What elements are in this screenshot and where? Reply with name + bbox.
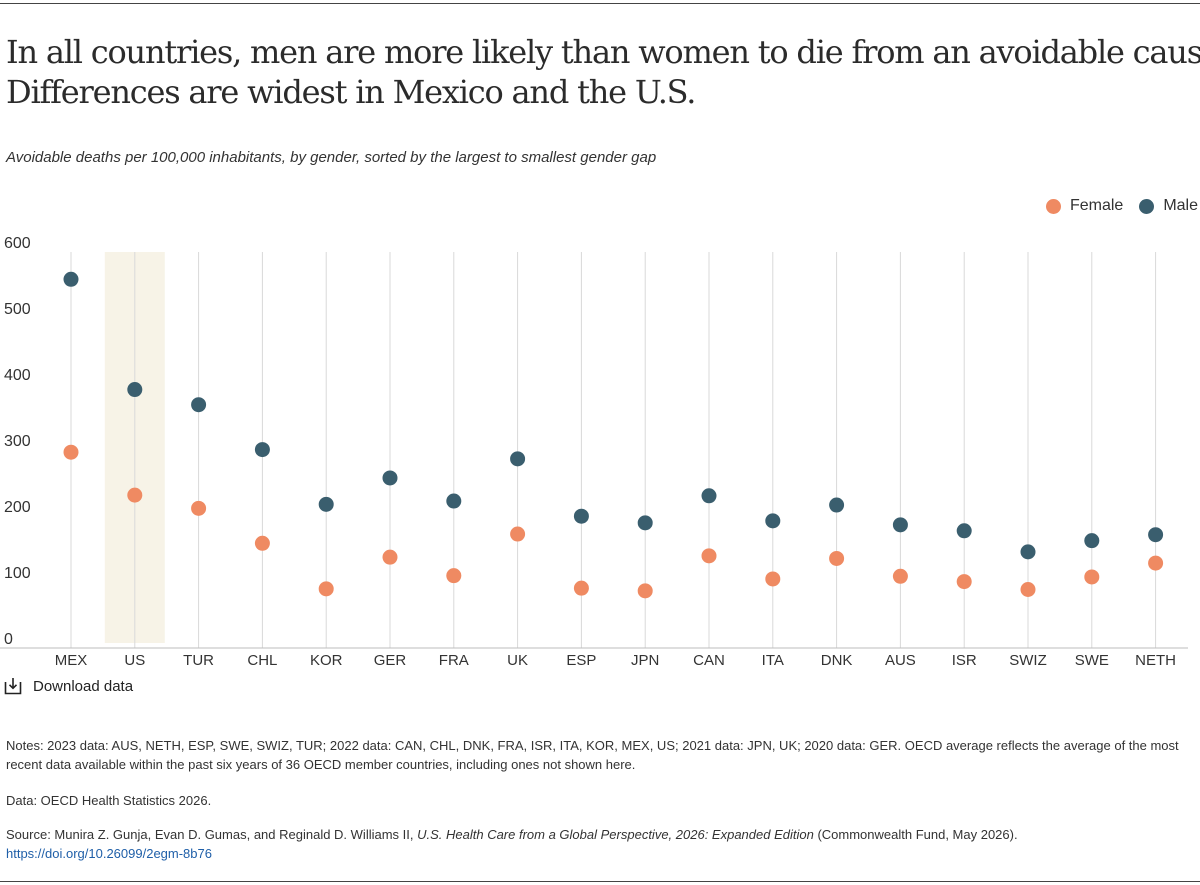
- female-point-fra: [446, 568, 462, 584]
- legend: Female Male: [1030, 197, 1198, 215]
- y-tick-label: 100: [4, 565, 31, 582]
- x-tick-label: AUS: [885, 652, 916, 669]
- x-tick-label: JPN: [631, 652, 659, 669]
- chart-title-line-2: Differences are widest in Mexico and the…: [6, 73, 696, 111]
- y-tick-label: 0: [4, 631, 13, 648]
- female-point-us: [127, 487, 143, 503]
- male-point-fra: [446, 493, 462, 509]
- female-point-mex: [63, 444, 79, 460]
- source-citation: Source: Munira Z. Gunja, Evan D. Gumas, …: [6, 825, 1196, 863]
- download-data-button[interactable]: Download data: [4, 677, 133, 695]
- female-point-can: [701, 548, 717, 564]
- x-tick-label: GER: [374, 652, 407, 669]
- download-icon: [4, 678, 22, 695]
- male-point-chl: [254, 442, 270, 458]
- female-point-dnk: [829, 550, 845, 566]
- x-tick-label: CAN: [693, 652, 725, 669]
- x-tick-label: SWIZ: [1009, 652, 1047, 669]
- female-point-jpn: [637, 583, 653, 599]
- female-point-swe: [1084, 569, 1100, 585]
- male-point-esp: [573, 508, 589, 524]
- x-tick-label: DNK: [821, 652, 853, 669]
- male-point-swiz: [1020, 544, 1036, 560]
- female-point-swiz: [1020, 582, 1036, 597]
- x-tick-label: ESP: [566, 652, 596, 669]
- doi-link[interactable]: https://doi.org/10.26099/2egm-8b76: [6, 846, 212, 861]
- bottom-rule: [0, 881, 1200, 882]
- male-point-ita: [765, 513, 781, 529]
- top-rule: [0, 3, 1200, 4]
- x-tick-label: UK: [507, 652, 528, 669]
- source-suffix: (Commonwealth Fund, May 2026).: [813, 827, 1018, 842]
- legend-item-female: Female: [1045, 197, 1124, 215]
- data-source: Data: OECD Health Statistics 2026.: [6, 793, 212, 808]
- male-point-neth: [1148, 527, 1164, 543]
- report-title: U.S. Health Care from a Global Perspecti…: [417, 827, 814, 842]
- female-point-uk: [510, 526, 526, 542]
- chart-title: In all countries, men are more likely th…: [6, 32, 1200, 112]
- legend-label-female: Female: [1069, 197, 1124, 214]
- female-point-isr: [956, 574, 972, 590]
- chart-title-line-1: In all countries, men are more likely th…: [6, 33, 1200, 71]
- y-tick-label: 200: [4, 499, 31, 516]
- chart-subtitle: Avoidable deaths per 100,000 inhabitants…: [6, 149, 657, 166]
- female-point-neth: [1148, 555, 1164, 571]
- female-point-chl: [254, 535, 270, 551]
- male-point-us: [127, 382, 143, 398]
- male-point-jpn: [637, 515, 653, 531]
- x-tick-label: FRA: [439, 652, 469, 669]
- y-tick-label: 400: [4, 367, 31, 384]
- male-point-can: [701, 488, 717, 504]
- female-point-esp: [573, 580, 589, 596]
- female-point-ger: [382, 549, 398, 565]
- female-swatch: [1045, 198, 1061, 214]
- source-prefix: Source: Munira Z. Gunja, Evan D. Gumas, …: [6, 827, 418, 842]
- x-tick-label: KOR: [310, 652, 343, 669]
- male-point-uk: [510, 451, 526, 467]
- female-point-tur: [191, 500, 207, 516]
- x-tick-label: TUR: [183, 652, 214, 669]
- x-tick-label: ISR: [952, 652, 977, 669]
- legend-label-male: Male: [1163, 197, 1198, 214]
- male-point-isr: [956, 523, 972, 539]
- male-point-ger: [382, 470, 398, 486]
- male-point-dnk: [829, 497, 845, 513]
- male-swatch: [1139, 198, 1155, 214]
- female-point-ita: [765, 571, 781, 587]
- legend-item-male: Male: [1139, 197, 1198, 215]
- x-tick-label: NETH: [1135, 652, 1176, 669]
- x-tick-label: SWE: [1075, 652, 1109, 669]
- male-point-kor: [318, 496, 334, 512]
- y-tick-label: 300: [4, 433, 31, 450]
- y-tick-label: 600: [4, 235, 31, 252]
- dot-plot: 0 100 200 300 400 500 600 MEX US TUR CHL KOR GER FRA U…: [0, 235, 1188, 669]
- male-point-swe: [1084, 533, 1100, 549]
- x-tick-label: MEX: [55, 652, 88, 669]
- download-data-label: Download data: [33, 677, 134, 695]
- male-point-aus: [892, 517, 908, 533]
- male-point-tur: [191, 397, 207, 413]
- x-tick-label: CHL: [247, 652, 277, 669]
- female-point-aus: [892, 568, 908, 584]
- y-tick-label: 500: [4, 301, 31, 318]
- male-point-mex: [63, 271, 79, 287]
- chart-notes: Notes: 2023 data: AUS, NETH, ESP, SWE, S…: [6, 738, 1179, 772]
- x-tick-label: ITA: [762, 652, 784, 669]
- female-point-kor: [318, 581, 334, 597]
- x-tick-label: US: [124, 652, 145, 669]
